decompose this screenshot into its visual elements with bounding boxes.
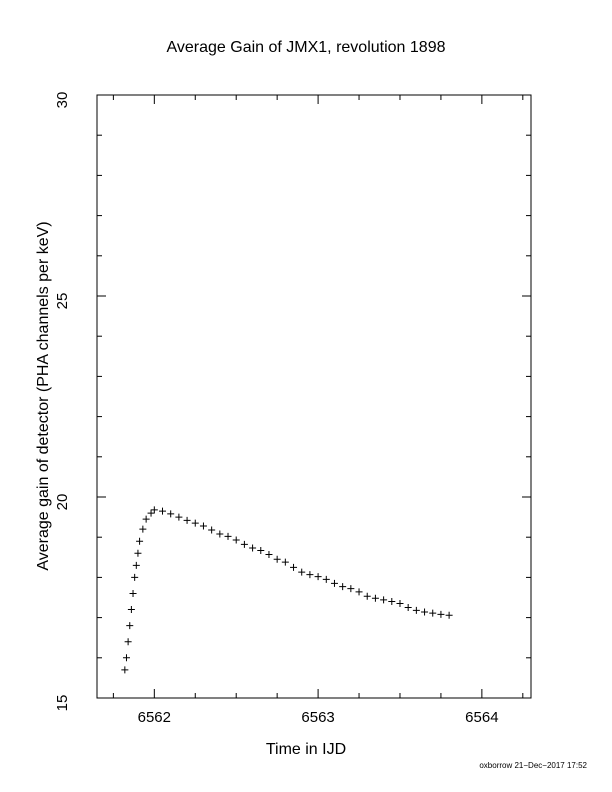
data-point bbox=[306, 571, 314, 579]
data-point bbox=[183, 516, 191, 524]
data-point bbox=[129, 589, 137, 597]
data-point bbox=[124, 638, 132, 646]
data-point bbox=[330, 579, 338, 587]
x-tick-label: 6564 bbox=[465, 709, 498, 726]
data-point bbox=[421, 608, 429, 616]
x-axis-label: Time in IJD bbox=[266, 741, 346, 758]
data-point bbox=[216, 530, 224, 538]
axis-ticks bbox=[97, 94, 531, 699]
data-point bbox=[371, 594, 379, 602]
data-point bbox=[142, 515, 150, 523]
y-tick-label: 20 bbox=[54, 494, 71, 511]
data-point bbox=[281, 558, 289, 566]
chart-title: Average Gain of JMX1, revolution 1898 bbox=[167, 39, 446, 56]
y-tick-label: 15 bbox=[54, 695, 71, 712]
data-point bbox=[347, 585, 355, 593]
data-point bbox=[412, 606, 420, 614]
data-point bbox=[388, 598, 396, 606]
data-point bbox=[257, 546, 265, 554]
data-point bbox=[298, 568, 306, 576]
data-point bbox=[131, 573, 139, 581]
data-point bbox=[159, 507, 167, 515]
data-point bbox=[273, 555, 281, 563]
x-tick-label: 6562 bbox=[138, 709, 171, 726]
data-point bbox=[339, 583, 347, 591]
data-point bbox=[139, 525, 147, 533]
data-point bbox=[240, 540, 248, 548]
data-point bbox=[147, 509, 155, 517]
y-tick-label: 30 bbox=[54, 92, 71, 109]
data-point bbox=[134, 549, 142, 557]
data-point bbox=[249, 544, 257, 552]
data-point bbox=[175, 513, 183, 521]
data-point bbox=[396, 600, 404, 608]
data-point bbox=[121, 666, 129, 674]
y-axis-label: Average gain of detector (PHA channels p… bbox=[35, 221, 52, 570]
data-point bbox=[136, 537, 144, 545]
data-point bbox=[132, 561, 140, 569]
plot-frame bbox=[96, 94, 532, 699]
data-points bbox=[121, 506, 453, 674]
axis-tick-labels: 6562 6563 6564 15 20 25 30 bbox=[54, 92, 499, 726]
data-point bbox=[199, 522, 207, 530]
data-point bbox=[122, 654, 130, 662]
data-point bbox=[290, 563, 298, 571]
data-point bbox=[191, 519, 199, 527]
data-point bbox=[445, 611, 453, 619]
data-point bbox=[150, 506, 158, 514]
data-point bbox=[265, 550, 273, 558]
data-point bbox=[127, 606, 135, 614]
data-point bbox=[404, 604, 412, 612]
data-point bbox=[167, 510, 175, 518]
data-point bbox=[224, 532, 232, 540]
data-point bbox=[322, 575, 330, 583]
data-point bbox=[380, 596, 388, 604]
data-point bbox=[232, 536, 240, 544]
data-point bbox=[126, 622, 134, 630]
data-point bbox=[208, 526, 216, 534]
y-tick-label: 25 bbox=[54, 293, 71, 310]
footer-credit: oxborrow 21−Dec−2017 17:52 bbox=[479, 761, 587, 770]
data-point bbox=[437, 610, 445, 618]
x-tick-label: 6563 bbox=[301, 709, 334, 726]
data-point bbox=[314, 573, 322, 581]
data-point bbox=[363, 592, 371, 600]
data-point bbox=[429, 609, 437, 617]
data-point bbox=[355, 588, 363, 596]
